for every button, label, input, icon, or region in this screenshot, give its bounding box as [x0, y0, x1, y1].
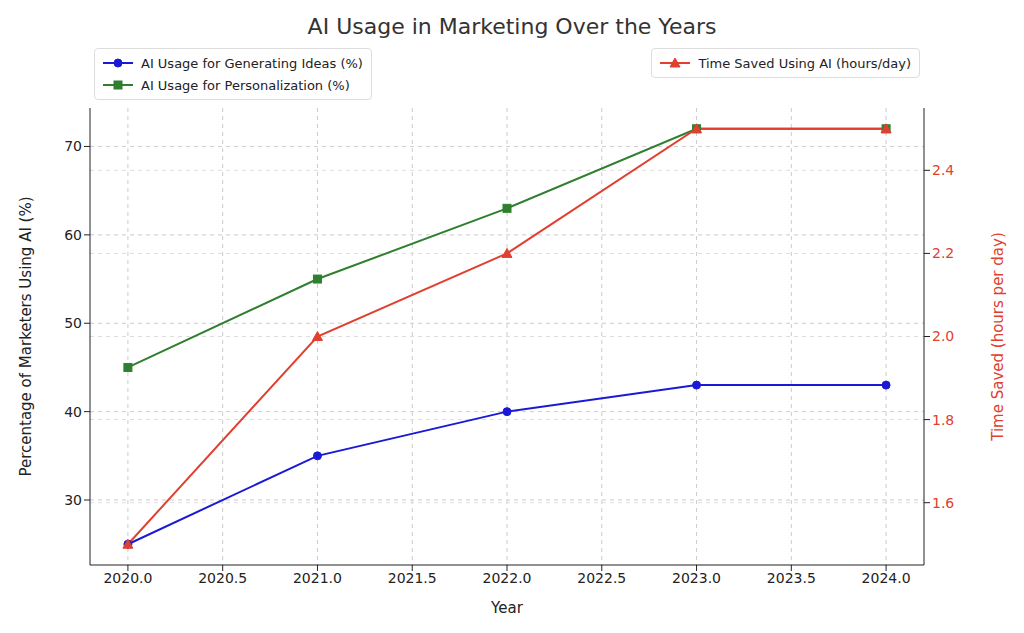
svg-text:2.0: 2.0	[932, 328, 954, 344]
html-text:AI Usage in Marketing Over the: AI Usage in Marketing Over the Years	[307, 14, 717, 39]
svg-text:2023.5: 2023.5	[767, 570, 816, 586]
svg-text:2021.0: 2021.0	[293, 570, 342, 586]
svg-text:2023.0: 2023.0	[672, 570, 721, 586]
svg-text:2.4: 2.4	[932, 162, 954, 178]
svg-text:40: 40	[64, 404, 82, 420]
svg-text:Percentage of Marketers Using: Percentage of Marketers Using AI (%)	[17, 196, 35, 476]
html-text:AI Usage for Personalization (: AI Usage for Personalization (%)	[141, 77, 350, 93]
svg-text:2024.0: 2024.0	[862, 570, 911, 586]
svg-text:2020.5: 2020.5	[198, 570, 247, 586]
svg-text:60: 60	[64, 227, 82, 243]
svg-text:2022.5: 2022.5	[577, 570, 626, 586]
svg-text:1.6: 1.6	[932, 495, 954, 511]
svg-text:2022.0: 2022.0	[483, 570, 532, 586]
svg-text:70: 70	[64, 138, 82, 154]
html-text:Time Saved Using AI (hours/day: Time Saved Using AI (hours/day)	[698, 55, 911, 71]
svg-text:30: 30	[64, 492, 82, 508]
svg-text:Year: Year	[490, 599, 524, 617]
svg-text:2021.5: 2021.5	[388, 570, 437, 586]
svg-text:1.8: 1.8	[932, 412, 954, 428]
html-text:AI Usage for Generating Ideas: AI Usage for Generating Ideas (%)	[141, 55, 363, 71]
svg-text:50: 50	[64, 315, 82, 331]
svg-text:2020.0: 2020.0	[103, 570, 152, 586]
svg-text:Time Saved (hours per day): Time Saved (hours per day)	[989, 232, 1007, 442]
svg-text:2.2: 2.2	[932, 245, 954, 261]
